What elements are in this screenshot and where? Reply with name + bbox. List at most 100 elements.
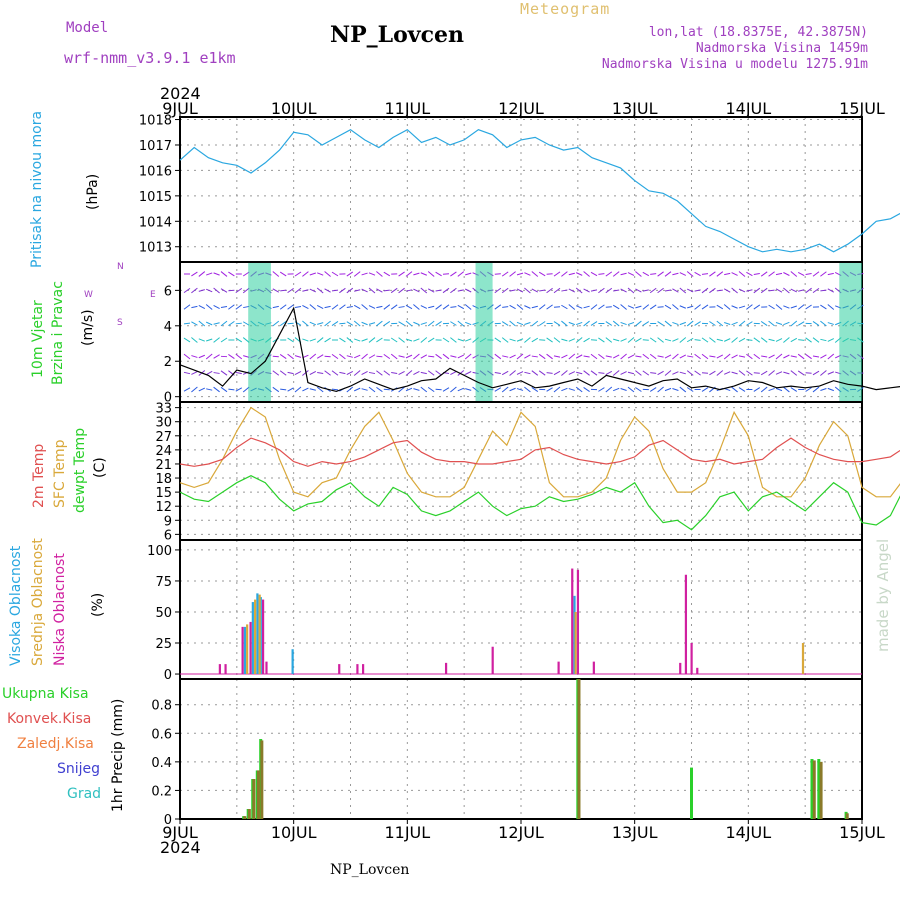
wind-arrow [450, 271, 457, 277]
wind-arrow [213, 354, 220, 359]
wind-arrow [287, 371, 294, 375]
wind-arrow [568, 371, 576, 375]
wind-arrow [753, 387, 761, 392]
wind-arrow [494, 287, 502, 294]
wind-arrow [398, 306, 405, 308]
wind-arrow-field [183, 263, 864, 401]
wind-arrow [805, 387, 812, 392]
wind-arrow [405, 387, 413, 392]
y-tick-label: 0.2 [151, 784, 172, 799]
wind-arrow [183, 371, 191, 375]
wind-arrow [346, 306, 353, 308]
wind-arrow [524, 322, 531, 325]
sfc-temp-line [179, 406, 900, 498]
cloud-bar [218, 664, 221, 675]
y-tick-label: 21 [155, 458, 172, 473]
wind-arrow [775, 288, 783, 293]
wind-arrow [354, 289, 361, 292]
wind-arrow [583, 305, 590, 309]
wind-arrow [538, 271, 546, 277]
wind-arrow [457, 271, 465, 277]
wind-arrow [228, 289, 235, 292]
wind-arrow [561, 304, 568, 310]
wind-arrow [783, 354, 790, 359]
wind-arrow [672, 304, 679, 310]
wind-arrow [635, 271, 642, 277]
wind-arrow [213, 322, 220, 325]
wind-arrow [724, 322, 731, 325]
wind-arrow [191, 386, 198, 393]
wind-arrow [657, 337, 664, 343]
wind-arrow [220, 370, 228, 376]
wind-arrow [538, 353, 546, 360]
wind-arrow [361, 353, 368, 360]
wind-arrow [413, 388, 420, 391]
wind-arrow [738, 271, 746, 277]
cloud-bar [261, 599, 265, 675]
wind-arrow [205, 288, 213, 293]
wind-arrow [464, 353, 472, 360]
wind-arrow [583, 355, 590, 358]
wind-arrow [317, 272, 324, 276]
wind-arrow [561, 320, 568, 327]
wind-arrow [568, 288, 576, 293]
cloud-bar [576, 569, 580, 675]
wind-arrow [627, 287, 635, 294]
precip-bar [243, 816, 247, 819]
wind-arrow [716, 289, 723, 292]
wind-arrow [413, 338, 420, 342]
wind-arrow [768, 320, 775, 327]
wind-arrow [546, 353, 553, 360]
wind-arrow [679, 371, 686, 375]
wind-arrow [598, 387, 605, 392]
wind-arrow [738, 387, 746, 392]
wind-arrow [627, 321, 635, 326]
wind-arrow [783, 272, 790, 276]
wind-arrow [213, 287, 220, 294]
wind-arrow [494, 387, 502, 392]
wind-arrow [561, 354, 568, 359]
wind-arrow [353, 354, 361, 359]
y-tick-label: 0 [164, 391, 172, 406]
wind-arrow [413, 353, 420, 360]
wind-arrow [280, 388, 287, 391]
wind-arrow [694, 304, 701, 310]
wind-arrow [390, 337, 398, 343]
year-bottom: 2024 [160, 838, 201, 857]
wind-arrow [649, 387, 657, 392]
wind-arrow [465, 272, 472, 276]
wind-arrow [376, 320, 383, 327]
wind-arrow [746, 289, 753, 292]
precip-bar [247, 809, 251, 819]
precip-bar [260, 740, 264, 819]
wind-arrow [583, 387, 590, 392]
x-tick-label-bottom: 13JUL [612, 823, 658, 842]
x-tick-label-top: 13JUL [612, 99, 658, 118]
wind-arrow [405, 289, 413, 292]
wind-arrow [309, 338, 316, 342]
wind-arrow [590, 304, 598, 310]
wind-arrow [635, 337, 642, 343]
wind-arrow [272, 386, 280, 393]
wind-arrow [820, 320, 827, 327]
wind-arrow [679, 337, 687, 343]
wind-gust-band [248, 263, 271, 401]
wind-arrow [368, 287, 376, 294]
precip-bar [690, 767, 693, 819]
temp2m-line [179, 437, 900, 467]
wind-arrow [731, 386, 738, 393]
wind-arrow [516, 288, 524, 293]
cloud-bar [801, 643, 805, 675]
wind-arrow [605, 355, 612, 358]
wind-arrow [368, 305, 376, 309]
wind-arrow [413, 304, 420, 310]
wind-arrow [502, 355, 509, 358]
wind-arrow [524, 337, 531, 343]
wind-arrow [561, 271, 568, 277]
wind-arrow [420, 371, 427, 375]
y-tick-label: 0 [164, 668, 172, 683]
wind-arrow [605, 386, 613, 393]
wind-arrow [627, 371, 635, 375]
wind-arrow [316, 287, 324, 294]
y-tick-label: 1017 [139, 139, 172, 154]
